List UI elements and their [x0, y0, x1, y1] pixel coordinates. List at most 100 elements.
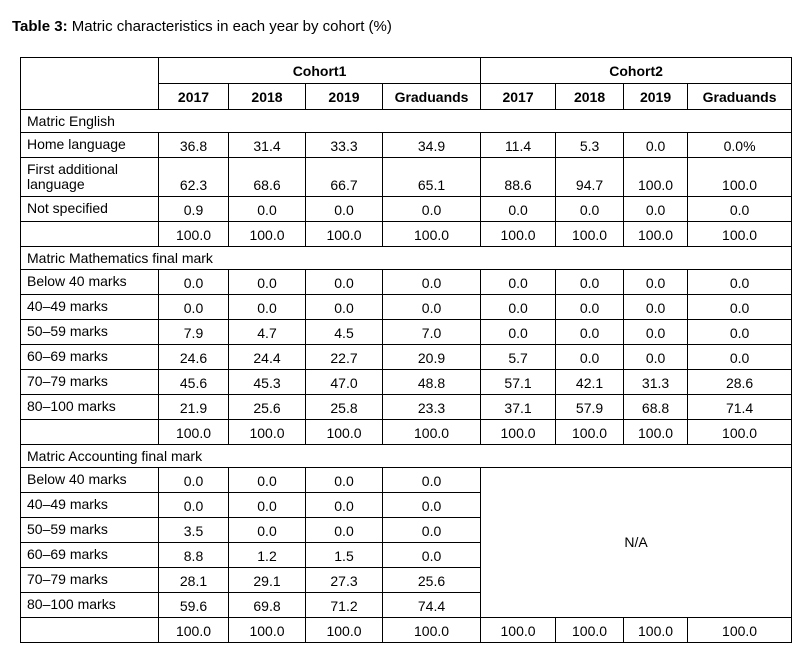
not-applicable-cell: N/A: [480, 467, 793, 618]
value-cell: 3.5: [158, 517, 229, 543]
value-cell: 0.0: [305, 517, 383, 543]
table-row: First additional language 62.3 68.6 66.7 65.…: [20, 157, 793, 197]
value-cell: 0.0: [381, 467, 482, 493]
column-header: 2018: [555, 83, 625, 110]
value-cell: 0.0: [687, 196, 793, 222]
value-cell: 94.7: [555, 157, 625, 197]
value-cell: 0.0: [555, 269, 625, 295]
value-cell: 28.1: [158, 567, 229, 593]
value-cell: 22.7: [305, 344, 383, 370]
table-row: 80–100 marks 59.6 69.8 71.2 74.4: [20, 592, 792, 618]
value-cell: 21.9: [158, 394, 229, 420]
value-cell: 100.0: [687, 419, 793, 445]
value-cell: 34.9: [381, 132, 482, 158]
cohort-header: Cohort2: [480, 57, 793, 84]
value-cell: 0.0: [381, 542, 482, 568]
table-row: 40–49 marks 0.0 0.0 0.0 0.0 0.0 0.0 0.0 0.0: [20, 294, 793, 320]
value-cell: 42.1: [555, 369, 625, 395]
value-cell: 71.4: [687, 394, 793, 420]
value-cell: 65.1: [381, 157, 482, 197]
row-label: Below 40 marks: [20, 269, 159, 295]
value-cell: 0.0: [480, 196, 557, 222]
value-cell: 100.0: [381, 419, 482, 445]
value-cell: 0.0: [381, 492, 482, 518]
value-cell: 57.1: [480, 369, 557, 395]
row-label: 70–79 marks: [20, 567, 159, 593]
row-label: 80–100 marks: [20, 394, 159, 420]
value-cell: 0.0: [555, 196, 625, 222]
value-cell: 0.0: [305, 294, 383, 320]
value-cell: 69.8: [228, 592, 306, 618]
value-cell: 100.0: [623, 419, 689, 445]
table-caption: Table 3: Matric characteristics in each …: [12, 18, 392, 35]
value-cell: 0.0: [623, 196, 689, 222]
section-title: Matric Accounting final mark: [19, 444, 793, 468]
value-cell: 27.3: [305, 567, 383, 593]
value-cell: 31.3: [623, 369, 689, 395]
value-cell: 0.0: [687, 319, 793, 345]
cohort-header-row: Cohort1 Cohort2: [20, 57, 793, 110]
value-cell: 68.8: [623, 394, 689, 420]
value-cell: 100.0: [305, 617, 383, 643]
value-cell: 71.2: [305, 592, 383, 618]
caption-label: Table 3:: [12, 18, 68, 35]
value-cell: 0.0: [623, 344, 689, 370]
value-cell: 0.0: [623, 294, 689, 320]
value-cell: 0.0: [381, 269, 482, 295]
value-cell: 68.6: [228, 157, 306, 197]
section-row: Matric English: [19, 109, 793, 133]
value-cell: 74.4: [381, 592, 482, 618]
value-cell: 0.0: [305, 492, 383, 518]
value-cell: 100.0: [687, 617, 793, 643]
value-cell: 0.0%: [687, 132, 793, 158]
column-header: 2019: [623, 83, 689, 110]
value-cell: 4.5: [305, 319, 383, 345]
row-label: Not specified: [20, 196, 159, 222]
value-cell: 100.0: [555, 617, 625, 643]
value-cell: 0.0: [687, 294, 793, 320]
value-cell: 5.3: [555, 132, 625, 158]
value-cell: 62.3: [158, 157, 229, 197]
value-cell: 0.0: [623, 269, 689, 295]
row-label: 80–100 marks: [20, 592, 159, 618]
value-cell: 0.0: [480, 269, 557, 295]
value-cell: 7.9: [158, 319, 229, 345]
value-cell: 45.3: [228, 369, 306, 395]
table-row: Below 40 marks 0.0 0.0 0.0 0.0 0.0 0.0 0.0 0.0: [20, 269, 793, 295]
column-header: 2019: [305, 83, 383, 110]
value-cell: 0.0: [623, 319, 689, 345]
row-label: First additional language: [20, 157, 159, 197]
row-label: [20, 617, 159, 643]
row-label: Home language: [20, 132, 159, 158]
value-cell: 100.0: [381, 221, 482, 247]
table-row: 80–100 marks 21.9 25.6 25.8 23.3 37.1 57.9 68.8…: [20, 394, 793, 420]
value-cell: 28.6: [687, 369, 793, 395]
value-cell: 59.6: [158, 592, 229, 618]
table-row: 60–69 marks 8.8 1.2 1.5 0.0: [20, 542, 792, 568]
year-header-row: 2017 2018 2019 Graduands 2017 2018 2019 Graduan…: [21, 83, 793, 110]
value-cell: 100.0: [228, 617, 306, 643]
value-cell: 100.0: [480, 419, 557, 445]
value-cell: 0.0: [687, 344, 793, 370]
row-label: 50–59 marks: [20, 517, 159, 543]
column-header: 2017: [480, 83, 557, 110]
value-cell: 100.0: [623, 221, 689, 247]
table-row: Not specified 0.9 0.0 0.0 0.0 0.0 0.0 0.0 0.0: [20, 196, 793, 222]
value-cell: 100.0: [158, 617, 229, 643]
table-row: 100.0 100.0 100.0 100.0 100.0 100.0 100.0 100.0: [20, 617, 793, 643]
value-cell: 66.7: [305, 157, 383, 197]
value-cell: 0.9: [158, 196, 229, 222]
section-title: Matric English: [19, 109, 793, 133]
value-cell: 0.0: [158, 269, 229, 295]
table-row: 100.0 100.0 100.0 100.0 100.0 100.0 100.0 100.0: [20, 221, 793, 247]
value-cell: 31.4: [228, 132, 306, 158]
value-cell: 100.0: [555, 221, 625, 247]
value-cell: 23.3: [381, 394, 482, 420]
table-row: 40–49 marks 0.0 0.0 0.0 0.0: [20, 492, 792, 518]
value-cell: 100.0: [623, 157, 689, 197]
value-cell: 25.8: [305, 394, 383, 420]
value-cell: 100.0: [480, 617, 557, 643]
value-cell: 45.6: [158, 369, 229, 395]
value-cell: 100.0: [158, 221, 229, 247]
value-cell: 0.0: [687, 269, 793, 295]
